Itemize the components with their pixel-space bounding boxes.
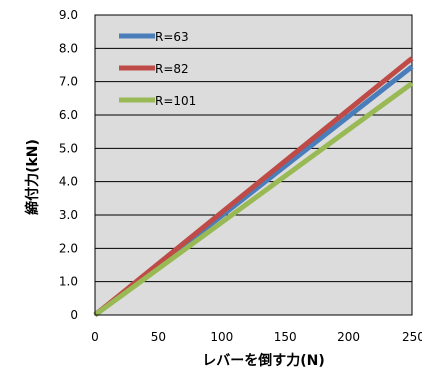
x-tick-label: 100 [210,330,233,344]
legend-label-0: R=63 [155,30,189,44]
series-line-2 [93,81,414,318]
y-tick-label: 3.0 [59,208,78,222]
legend: R=63 R=82 R=101 [119,30,196,108]
legend-label-2: R=101 [155,94,196,108]
x-tick-label: 250 [402,330,422,344]
series-lines [93,56,414,318]
y-tick-label: 4.0 [59,175,78,189]
y-axis-label: 締付力(kN) [24,139,41,215]
y-tick-label: 5.0 [59,141,78,155]
plot-area [94,14,413,316]
x-tick-label: 200 [337,330,360,344]
x-tick-labels: 0 50 100 150 200 250 [91,330,422,344]
x-tick-label: 150 [274,330,297,344]
x-axis-label: レバーを倒す力(N) [202,352,325,369]
y-tick-label: 0 [70,308,78,322]
x-tick-label: 0 [91,330,99,344]
grid-lines [95,47,412,283]
legend-label-1: R=82 [155,62,189,76]
y-tick-labels: 0 1.0 2.0 3.0 4.0 5.0 6.0 7.0 8.0 9.0 [59,8,78,322]
y-tick-label: 9.0 [59,8,78,22]
y-tick-label: 7.0 [59,75,78,89]
y-tick-label: 6.0 [59,108,78,122]
x-tick-label: 50 [151,330,166,344]
y-tick-label: 8.0 [59,41,78,55]
y-tick-label: 1.0 [59,275,78,289]
series-line-1 [93,56,414,317]
y-tick-label: 2.0 [59,241,78,255]
